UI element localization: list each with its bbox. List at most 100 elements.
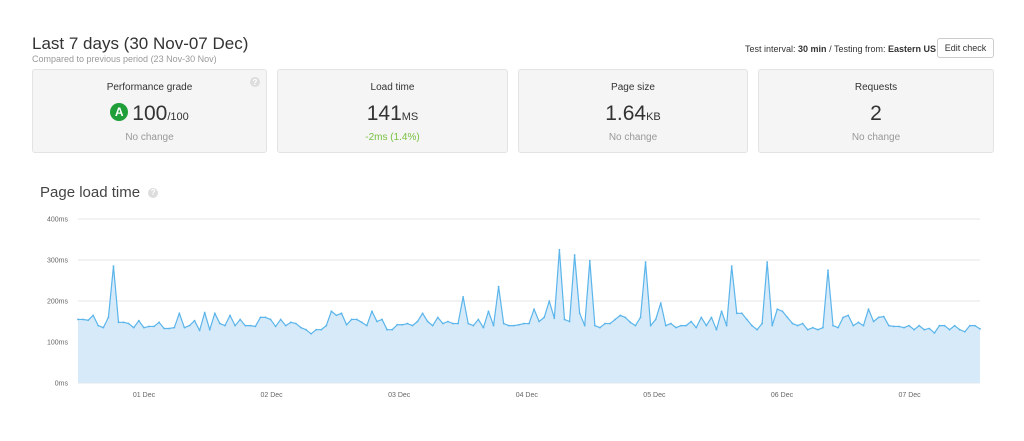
data-point [305, 328, 307, 331]
y-tick-label: 300ms [47, 258, 69, 265]
data-point [441, 322, 444, 325]
data-point [163, 327, 166, 330]
data-point [391, 328, 394, 331]
data-point [310, 332, 313, 335]
data-point [740, 312, 743, 315]
data-point [801, 322, 804, 325]
data-point [695, 326, 698, 329]
data-point [102, 326, 105, 329]
data-point [92, 314, 95, 317]
y-tick-label: 0ms [55, 381, 69, 388]
data-point [376, 320, 378, 323]
data-point [593, 324, 596, 327]
data-point [832, 324, 834, 327]
data-point [816, 328, 819, 331]
data-point [908, 324, 910, 327]
data-point [137, 319, 140, 322]
x-tick-label: 04 Dec [516, 392, 539, 399]
data-point [472, 324, 475, 327]
card-title: Performance grade [106, 82, 193, 93]
data-point [948, 328, 951, 331]
data-point [806, 328, 809, 331]
data-point [705, 324, 708, 327]
data-point [649, 324, 652, 327]
data-point [903, 326, 905, 329]
data-point [979, 327, 981, 330]
card-change: No change [125, 132, 174, 143]
data-point [406, 322, 409, 325]
data-point [224, 324, 226, 327]
data-point [796, 324, 799, 327]
data-point [963, 330, 966, 333]
data-point [730, 265, 733, 268]
data-point [122, 321, 125, 324]
data-point [148, 325, 150, 328]
y-tick-label: 200ms [47, 299, 69, 306]
data-point [847, 314, 850, 317]
y-tick-label: 400ms [47, 217, 69, 224]
data-point [117, 321, 120, 324]
data-point [867, 308, 870, 311]
data-point [918, 324, 921, 327]
data-point [872, 320, 875, 323]
test-location-label: Testing from: [833, 44, 886, 54]
edit-check-button[interactable]: Edit check [937, 38, 994, 58]
help-icon[interactable]: ? [148, 187, 159, 198]
data-point [436, 316, 439, 319]
data-point [502, 322, 505, 325]
card-title: Page size [611, 82, 655, 93]
data-point [487, 310, 490, 313]
test-location-value: Eastern US [887, 44, 937, 54]
grade-unit: /100 [167, 111, 189, 123]
test-interval-label: Test interval: [745, 44, 796, 54]
help-icon[interactable]: ? [250, 77, 260, 87]
data-point [629, 321, 632, 324]
data-point [685, 324, 687, 327]
data-point [568, 320, 571, 323]
data-point [624, 316, 627, 319]
data-point [517, 323, 520, 326]
data-point [761, 322, 764, 325]
data-point [426, 320, 429, 323]
data-point [710, 316, 713, 319]
data-point [97, 324, 100, 327]
page-title: Last 7 days (30 Nov-07 Dec) [32, 34, 249, 53]
data-point [573, 254, 576, 256]
data-point [431, 324, 434, 327]
data-point [563, 318, 566, 321]
data-point [933, 332, 936, 334]
data-point [168, 327, 171, 330]
data-point [335, 314, 338, 317]
data-point [294, 322, 297, 325]
data-point [365, 324, 368, 327]
card-load-time: Load time 141MS -2ms (1.4%) [277, 69, 508, 153]
page-size-unit: KB [646, 111, 661, 123]
data-point [234, 324, 236, 327]
data-point [77, 318, 79, 321]
data-point [553, 317, 556, 320]
data-point [533, 308, 535, 311]
data-point [447, 320, 449, 323]
data-point [82, 318, 84, 321]
data-point [87, 319, 90, 322]
chart-title: Page load time ? [40, 184, 159, 201]
data-point [675, 326, 677, 329]
card-title: Requests [854, 82, 898, 93]
data-point [882, 315, 885, 318]
data-point [725, 324, 728, 327]
data-point [371, 310, 373, 313]
data-point [218, 322, 221, 325]
data-point [198, 329, 201, 332]
requests-value: 2 [870, 102, 882, 125]
data-point [887, 324, 890, 327]
data-point [928, 327, 931, 330]
page-size-value: 1.64 [605, 102, 647, 125]
x-tick-label: 05 Dec [643, 392, 666, 399]
card-title: Load time [370, 82, 415, 93]
data-point [340, 312, 343, 315]
data-point [345, 323, 348, 326]
data-point [264, 316, 267, 319]
data-point [355, 318, 358, 321]
data-point [776, 308, 779, 311]
data-point [862, 324, 865, 327]
